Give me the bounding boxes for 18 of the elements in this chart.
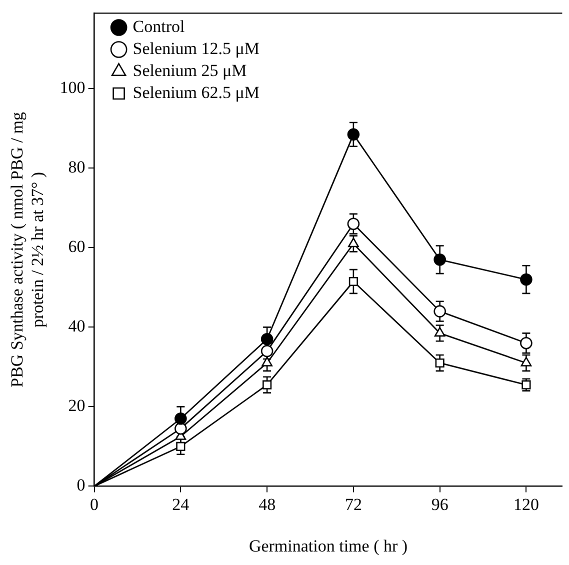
y-tick-label: 0: [76, 476, 86, 495]
x-tick-label: 96: [431, 494, 448, 514]
legend-label: Selenium 12.5 μM: [132, 38, 260, 58]
x-axis-title: Germination time ( hr ): [248, 536, 408, 556]
x-tick-label: 72: [344, 494, 362, 514]
legend-label: Selenium 25 μM: [132, 60, 247, 80]
y-tick-label: 40: [68, 316, 86, 336]
y-axis-title: PBG Synthase activity ( nmol PBG / mg protein / 2½ hr at 37° ): [8, 112, 48, 388]
x-tick-label: 0: [90, 494, 99, 514]
y-tick-label: 100: [60, 78, 86, 98]
legend-label: Selenium 62.5 μM: [132, 82, 260, 102]
x-tick-label: 48: [258, 494, 276, 514]
x-tick-label: 24: [172, 494, 190, 514]
y-tick-label: 20: [68, 396, 86, 416]
x-tick-label: 120: [513, 494, 539, 514]
y-tick-label: 80: [68, 158, 86, 177]
legend-label: Control: [132, 16, 186, 36]
y-tick-label: 60: [68, 237, 86, 256]
